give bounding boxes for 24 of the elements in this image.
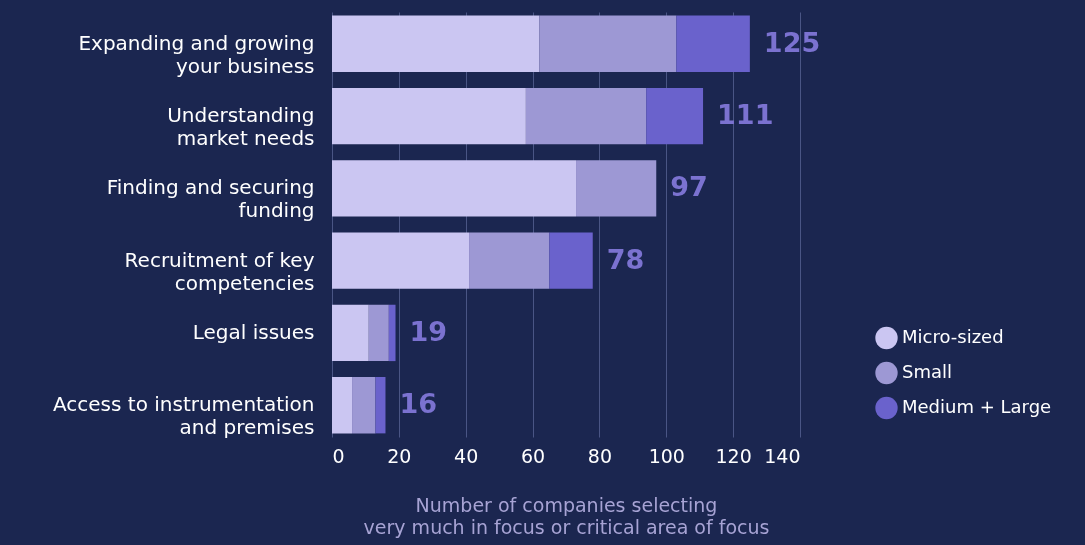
legend-label: Small (902, 361, 952, 382)
y-tick-label: Expanding and growing your business (78, 30, 315, 78)
total-label: 78 (606, 243, 645, 275)
legend-label: Micro-sized (902, 326, 1004, 347)
legend-label: Medium + Large (902, 396, 1052, 417)
x-tick-label: 140 (764, 444, 801, 467)
y-tick-label: Finding and securing funding (106, 175, 315, 223)
x-tick-label: 60 (520, 444, 546, 467)
x-tick-label: 80 (587, 444, 613, 467)
x-tick-label: 0 (332, 444, 345, 467)
total-label: 125 (763, 26, 821, 58)
x-axis-title: Number of companies selecting very much in focus or critical area of focus (363, 493, 770, 538)
x-tick-label: 100 (648, 444, 685, 467)
total-label: 111 (717, 99, 774, 131)
y-tick-label: Legal issues (192, 319, 315, 344)
total-label: 16 (399, 388, 438, 420)
x-tick-label: 120 (715, 444, 752, 467)
y-tick-label: Understanding market needs (167, 103, 315, 151)
y-tick-label: Access to instrumentation and premises (52, 392, 315, 440)
x-tick-label: 40 (454, 444, 479, 467)
x-tick-label: 20 (387, 444, 412, 467)
total-label: 97 (670, 171, 708, 203)
y-tick-label: Recruitment of key competencies (124, 247, 315, 295)
total-label: 19 (409, 315, 448, 347)
